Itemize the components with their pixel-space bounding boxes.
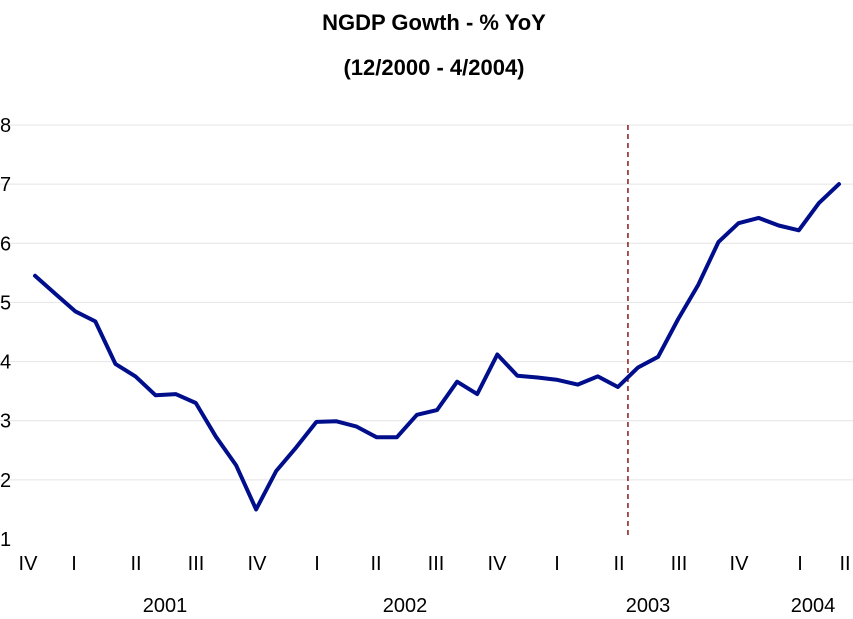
x-tick-label: I	[797, 553, 803, 575]
series-line-ngdp-growth	[33, 182, 841, 512]
x-tick-label: I	[71, 553, 77, 575]
x-tick-label: I	[314, 553, 320, 575]
x-tick-label: III	[428, 553, 445, 575]
gridlines	[0, 124, 853, 481]
y-tick-label: 5	[0, 292, 11, 314]
y-axis-tick-labels: 8 7 6 5 4 3 2 1	[0, 115, 11, 551]
x-tick-label: II	[839, 553, 850, 575]
x-tick-label: IV	[19, 553, 39, 575]
y-tick-label: 2	[0, 470, 11, 492]
x-tick-label: I	[554, 553, 560, 575]
year-label: 2004	[791, 595, 836, 617]
x-tick-label: III	[671, 553, 688, 575]
x-tick-label: II	[613, 553, 624, 575]
x-tick-label: IV	[488, 553, 508, 575]
x-tick-label: IV	[730, 553, 750, 575]
x-tick-label: II	[370, 553, 381, 575]
year-label: 2001	[143, 595, 188, 617]
y-tick-label: 4	[0, 352, 11, 374]
chart-title: NGDP Gowth - % YoY	[322, 10, 546, 35]
year-label: 2002	[383, 595, 428, 617]
y-tick-label: 1	[0, 529, 11, 551]
y-tick-label: 7	[0, 174, 11, 196]
chart-subtitle: (12/2000 - 4/2004)	[343, 55, 524, 80]
year-label: 2003	[626, 595, 671, 617]
x-tick-label: III	[188, 553, 205, 575]
series-group	[33, 182, 841, 512]
y-tick-label: 6	[0, 233, 11, 255]
x-axis-year-labels: 2001 2002 2003 2004	[143, 595, 836, 617]
y-tick-label: 3	[0, 411, 11, 433]
x-axis-quarter-labels: IV I II III IV I II III IV I II III IV I II	[19, 553, 851, 575]
x-tick-label: II	[130, 553, 141, 575]
x-tick-label: IV	[248, 553, 268, 575]
y-tick-label: 8	[0, 115, 11, 137]
